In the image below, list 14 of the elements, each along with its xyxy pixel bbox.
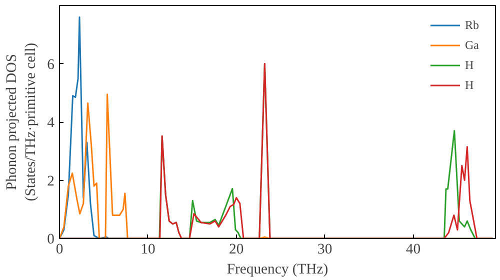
legend-label: H (465, 78, 475, 92)
x-tick-label: 10 (140, 242, 156, 258)
x-tick-label: 20 (229, 242, 244, 258)
y-tick-label: 2 (47, 173, 54, 190)
y-axis-title: Phonon projected DOS (States/THz·primitive cell) (4, 42, 40, 202)
legend-label: Ga (465, 38, 480, 52)
y-tick-label: 4 (47, 115, 56, 131)
x-tick-label: 40 (406, 242, 421, 258)
x-tick-label: 30 (317, 242, 332, 258)
legend-label: H (465, 58, 475, 72)
x-axis-title: Frequency (THz) (226, 262, 328, 278)
legend-label: Rb (465, 18, 480, 32)
y-tick-label: 6 (47, 56, 54, 73)
y-tick-label: 0 (47, 232, 54, 248)
